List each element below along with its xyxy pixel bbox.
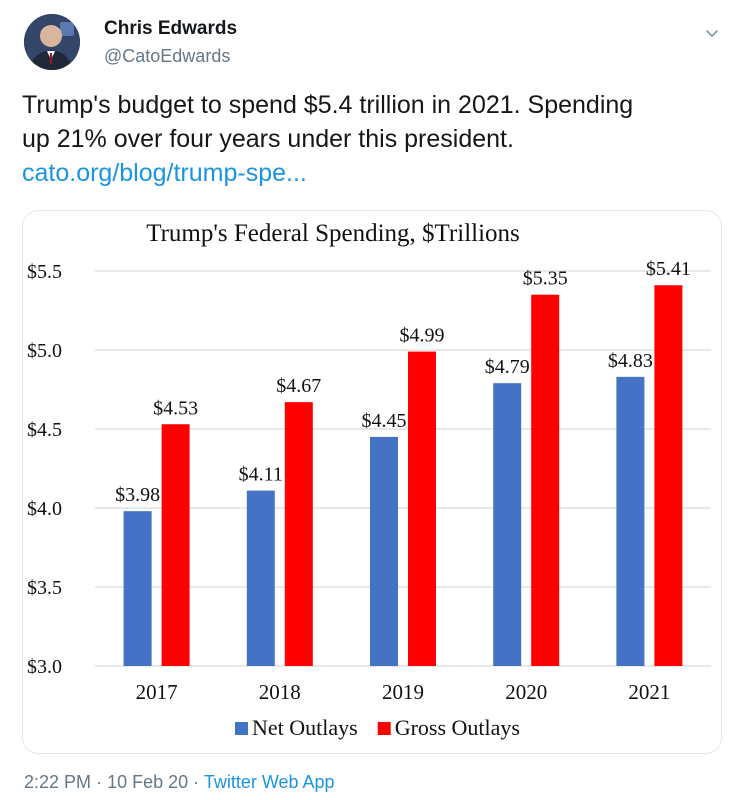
chart-card[interactable]: Trump's Federal Spending, $Trillions $3.…: [22, 210, 722, 754]
y-tick-label: $5.0: [27, 340, 62, 362]
chevron-down-icon[interactable]: [703, 24, 721, 42]
tweet-link[interactable]: cato.org/blog/trump-spe...: [22, 159, 307, 187]
bar-gross-outlays: [654, 285, 683, 666]
tweet-text-line-2: up 21% over four years under this presid…: [22, 125, 514, 153]
bar-net-outlays: [370, 436, 398, 666]
data-label-gross: $5.35: [523, 268, 568, 290]
data-label-gross: $4.67: [276, 375, 321, 397]
tweet-date[interactable]: 10 Feb 20: [107, 772, 189, 792]
gridlines: [95, 270, 711, 667]
y-tick-label: $3.0: [27, 656, 62, 678]
legend-swatch-net: [235, 722, 248, 735]
x-axis-ticks: 2017 2018 2019 2020 2021: [136, 680, 671, 704]
tweet-text-line-1: Trump's budget to spend $5.4 trillion in…: [22, 91, 634, 119]
bar-net-outlays: [123, 511, 152, 666]
avatar-photo: [24, 14, 80, 70]
bar-net-outlays: [493, 383, 522, 666]
legend-swatch-gross: [377, 722, 391, 735]
bar-net-outlays: [616, 376, 645, 666]
y-tick-label: $3.5: [27, 577, 62, 599]
data-label-net: $4.83: [608, 350, 653, 372]
y-tick-label: $4.0: [27, 498, 62, 520]
x-tick-label: 2019: [382, 680, 424, 704]
tweet-meta: 2:22 PM · 10 Feb 20 · Twitter Web App: [24, 772, 335, 793]
meta-separator: ·: [96, 772, 103, 792]
author-block: Chris Edwards @CatoEdwards: [104, 18, 237, 68]
bar-gross-outlays: [284, 402, 313, 666]
legend-label-net: Net Outlays: [252, 715, 358, 740]
bar-gross-outlays: [161, 424, 190, 666]
bar-chart: Trump's Federal Spending, $Trillions $3.…: [27, 220, 711, 740]
data-label-net: $4.79: [485, 356, 530, 378]
y-axis-ticks: $3.0 $3.5 $4.0 $4.5 $5.0 $5.5: [27, 261, 62, 678]
bar-net-outlays: [246, 490, 275, 666]
bars: $3.98 $4.53 $4.11 $4.67 $4.45 $4.99 $4.79 $5.35…: [115, 258, 691, 666]
legend: Net Outlays Gross Outlays: [235, 715, 520, 740]
tweet-source[interactable]: Twitter Web App: [203, 772, 335, 792]
data-label-gross: $4.99: [400, 325, 445, 347]
bar-gross-outlays: [408, 351, 436, 666]
meta-separator: ·: [193, 772, 200, 792]
y-tick-label: $5.5: [27, 261, 62, 283]
author-name[interactable]: Chris Edwards: [104, 18, 238, 39]
data-label-net: $4.45: [362, 410, 407, 432]
x-tick-label: 2020: [505, 680, 547, 704]
bar-gross-outlays: [531, 294, 560, 666]
x-tick-label: 2017: [136, 680, 178, 704]
x-tick-label: 2021: [628, 680, 670, 704]
x-tick-label: 2018: [259, 680, 301, 704]
data-label-gross: $5.41: [646, 258, 691, 280]
author-handle[interactable]: @CatoEdwards: [104, 46, 231, 66]
data-label-net: $3.98: [115, 484, 160, 506]
avatar[interactable]: [24, 14, 80, 70]
tweet-text: Trump's budget to spend $5.4 trillion in…: [22, 88, 722, 190]
chart-title: Trump's Federal Spending, $Trillions: [146, 220, 520, 247]
data-label-gross: $4.53: [153, 397, 198, 419]
y-tick-label: $4.5: [27, 419, 62, 441]
tweet-time[interactable]: 2:22 PM: [24, 772, 92, 792]
legend-label-gross: Gross Outlays: [395, 715, 520, 740]
data-label-net: $4.11: [239, 464, 283, 486]
